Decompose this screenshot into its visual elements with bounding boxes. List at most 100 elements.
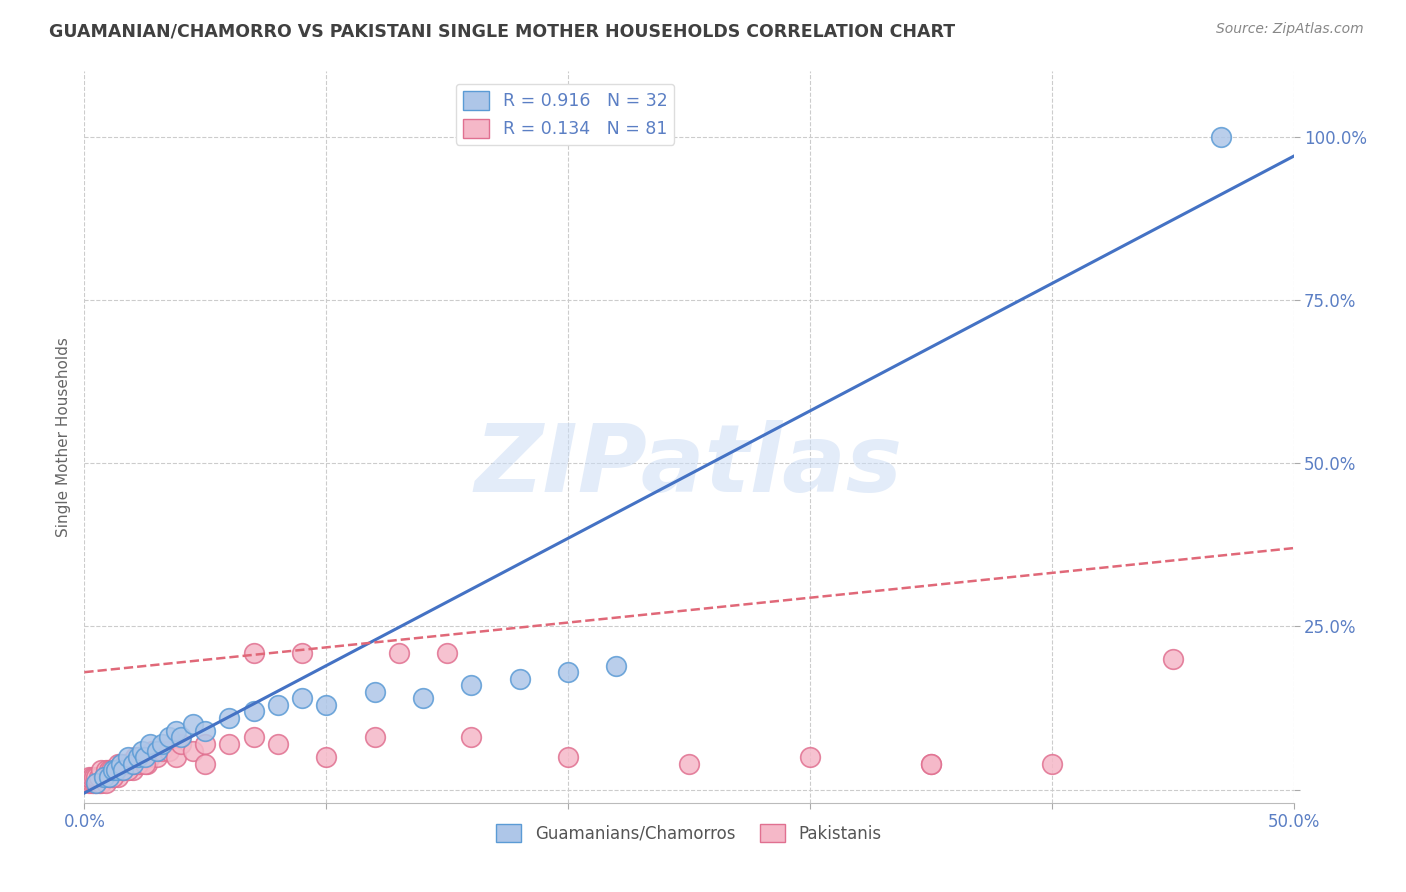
Point	[218, 737, 240, 751]
Point	[83, 776, 105, 790]
Text: GUAMANIAN/CHAMORRO VS PAKISTANI SINGLE MOTHER HOUSEHOLDS CORRELATION CHART: GUAMANIAN/CHAMORRO VS PAKISTANI SINGLE M…	[49, 22, 955, 40]
Point	[120, 756, 142, 771]
Point	[110, 756, 132, 771]
Point	[121, 756, 143, 771]
Y-axis label: Single Mother Households: Single Mother Households	[56, 337, 72, 537]
Point	[127, 750, 149, 764]
Point	[129, 756, 152, 771]
Point	[194, 756, 217, 771]
Point	[103, 763, 125, 777]
Point	[134, 756, 156, 771]
Point	[181, 743, 204, 757]
Point	[165, 723, 187, 738]
Point	[112, 763, 135, 777]
Point	[194, 723, 217, 738]
Point	[94, 776, 117, 790]
Point	[388, 646, 411, 660]
Point	[460, 731, 482, 745]
Point	[129, 750, 152, 764]
Point	[117, 763, 139, 777]
Point	[90, 770, 112, 784]
Point	[134, 750, 156, 764]
Point	[509, 672, 531, 686]
Point	[107, 770, 129, 784]
Point	[110, 763, 132, 777]
Point	[104, 763, 127, 777]
Point	[131, 750, 153, 764]
Point	[83, 770, 105, 784]
Point	[103, 770, 125, 784]
Point	[86, 770, 108, 784]
Point	[117, 756, 139, 771]
Point	[194, 737, 217, 751]
Point	[150, 743, 173, 757]
Point	[121, 756, 143, 771]
Point	[146, 743, 169, 757]
Point	[90, 776, 112, 790]
Point	[131, 743, 153, 757]
Point	[315, 750, 337, 764]
Point	[170, 731, 193, 745]
Point	[97, 770, 120, 784]
Point	[799, 750, 821, 764]
Point	[412, 691, 434, 706]
Point	[157, 731, 180, 745]
Point	[170, 737, 193, 751]
Point	[80, 770, 103, 784]
Text: Source: ZipAtlas.com: Source: ZipAtlas.com	[1216, 22, 1364, 37]
Point	[436, 646, 458, 660]
Point	[112, 763, 135, 777]
Point	[291, 691, 314, 706]
Point	[110, 756, 132, 771]
Point	[94, 763, 117, 777]
Text: ZIPatlas: ZIPatlas	[475, 420, 903, 512]
Point	[557, 750, 579, 764]
Point	[678, 756, 700, 771]
Point	[93, 770, 115, 784]
Point	[136, 756, 159, 771]
Point	[127, 756, 149, 771]
Point	[104, 763, 127, 777]
Point	[103, 770, 125, 784]
Point	[242, 646, 264, 660]
Point	[90, 763, 112, 777]
Point	[1040, 756, 1063, 771]
Point	[121, 763, 143, 777]
Point	[920, 756, 942, 771]
Point	[104, 763, 127, 777]
Point	[315, 698, 337, 712]
Point	[77, 776, 100, 790]
Point	[920, 756, 942, 771]
Point	[134, 750, 156, 764]
Point	[127, 750, 149, 764]
Point	[93, 770, 115, 784]
Point	[1209, 129, 1232, 144]
Point	[165, 750, 187, 764]
Point	[557, 665, 579, 680]
Point	[131, 750, 153, 764]
Point	[267, 698, 290, 712]
Point	[157, 743, 180, 757]
Point	[291, 646, 314, 660]
Point	[87, 776, 110, 790]
Point	[138, 737, 160, 751]
Point	[86, 776, 108, 790]
Point	[1161, 652, 1184, 666]
Point	[97, 763, 120, 777]
Point	[124, 756, 146, 771]
Point	[267, 737, 290, 751]
Point	[146, 750, 169, 764]
Point	[80, 776, 103, 790]
Point	[77, 770, 100, 784]
Point	[97, 770, 120, 784]
Point	[93, 770, 115, 784]
Point	[112, 763, 135, 777]
Legend: Guamanians/Chamorros, Pakistanis: Guamanians/Chamorros, Pakistanis	[489, 817, 889, 849]
Point	[114, 756, 136, 771]
Point	[86, 776, 108, 790]
Point	[363, 685, 385, 699]
Point	[110, 756, 132, 771]
Point	[117, 750, 139, 764]
Point	[100, 770, 122, 784]
Point	[117, 763, 139, 777]
